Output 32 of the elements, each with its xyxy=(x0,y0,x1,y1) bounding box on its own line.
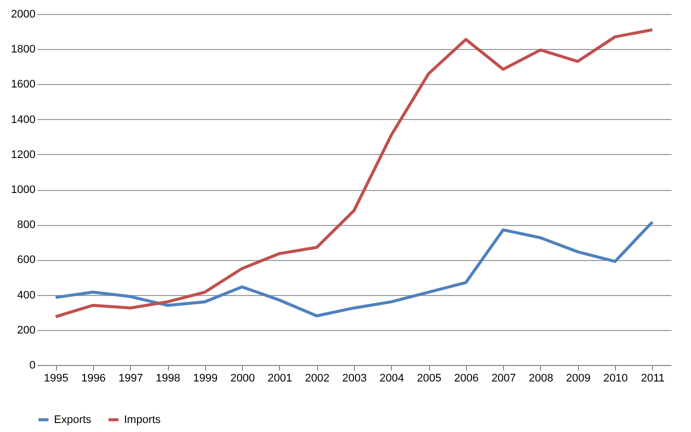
x-tick-label: 1998 xyxy=(156,372,180,384)
x-tick-label: 2006 xyxy=(454,372,479,384)
y-tick-label: 1400 xyxy=(11,114,36,126)
y-tick-label: 200 xyxy=(17,324,36,336)
x-tick-label: 2011 xyxy=(641,372,665,384)
y-tick-label: 1000 xyxy=(11,184,36,196)
x-tick-label: 2008 xyxy=(528,372,554,384)
y-tick-label: 1800 xyxy=(11,44,36,56)
legend-label: Exports xyxy=(54,414,92,426)
x-tick-label: 2000 xyxy=(230,372,255,384)
y-tick-label: 0 xyxy=(29,360,36,372)
x-tick-label: 1996 xyxy=(81,372,106,384)
y-tick-label: 800 xyxy=(17,219,36,232)
y-tick-label: 600 xyxy=(17,254,36,266)
y-tick-label: 400 xyxy=(17,289,36,302)
x-tick-label: 2010 xyxy=(603,372,628,384)
line-series xyxy=(54,220,654,318)
y-tick-label: 1200 xyxy=(11,148,36,161)
legend-label: Imports xyxy=(124,414,162,426)
x-tick-label: 2005 xyxy=(416,372,442,384)
x-tick-label: 2007 xyxy=(491,372,516,384)
x-tick-label: 1995 xyxy=(44,372,68,384)
x-tick-label: 2009 xyxy=(566,372,591,384)
line-series xyxy=(54,28,654,318)
x-tick-label: 2001 xyxy=(268,372,292,384)
x-tick-label: 2002 xyxy=(304,372,330,384)
y-tick-label: 2000 xyxy=(11,8,36,20)
x-tick-label: 1997 xyxy=(118,372,143,384)
x-tick-label: 2004 xyxy=(380,372,404,384)
y-tick-label: 1600 xyxy=(11,78,36,91)
x-tick-label: 1999 xyxy=(193,372,218,384)
x-tick-label: 2003 xyxy=(342,372,367,384)
